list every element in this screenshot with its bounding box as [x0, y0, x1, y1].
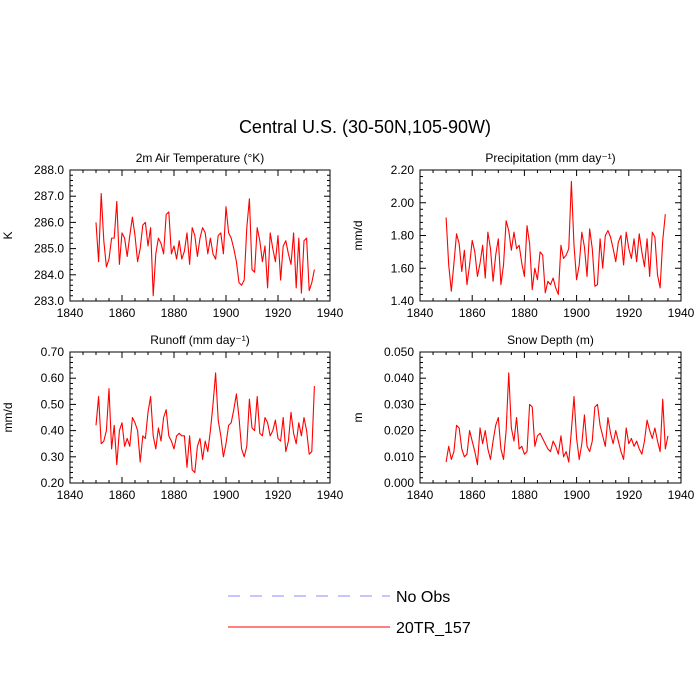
y-tick-label: 1.40	[391, 294, 415, 308]
legend-label-1: No Obs	[396, 589, 450, 606]
x-tick-label: 1920	[615, 488, 642, 502]
y-tick-label: 287.0	[34, 189, 64, 203]
x-tick-label: 1900	[213, 306, 240, 320]
x-tick-label: 1880	[511, 306, 538, 320]
panel-grid: 2m Air Temperature (°K) K 1840 1860 1880 1900…	[1, 151, 695, 502]
y-tick-label: 0.70	[41, 345, 65, 359]
y-tick-label: 0.60	[41, 371, 65, 385]
legend: No Obs 20TR_157	[228, 589, 471, 637]
x-tick-label: 1900	[563, 306, 590, 320]
y-tick-label: 286.0	[34, 215, 64, 229]
panel-title: Snow Depth (m)	[507, 333, 594, 347]
panel-title: Precipitation (mm day⁻¹)	[485, 151, 615, 165]
y-tick-label: 288.0	[34, 163, 64, 177]
legend-label-2: 20TR_157	[396, 620, 471, 637]
y-tick-label: 2.20	[391, 163, 415, 177]
series-line-1	[445, 180, 666, 296]
y-axis-label: K	[1, 231, 15, 239]
x-tick-label: 1880	[511, 488, 538, 502]
y-tick-label: 0.040	[384, 371, 414, 385]
panel-title: Runoff (mm day⁻¹)	[150, 333, 249, 347]
y-tick-label: 284.0	[34, 268, 64, 282]
y-tick-label: 1.60	[391, 261, 415, 275]
x-tick-label: 1920	[265, 488, 292, 502]
y-tick-label: 0.50	[41, 397, 65, 411]
plot-frame	[419, 351, 682, 484]
panel-title: 2m Air Temperature (°K)	[136, 151, 265, 165]
x-tick-label: 1940	[668, 488, 695, 502]
x-tick-label: 1860	[459, 488, 486, 502]
x-tick-label: 1860	[459, 306, 486, 320]
y-tick-label: 285.0	[34, 242, 64, 256]
plot-frame	[419, 169, 682, 302]
y-tick-label: 0.020	[384, 424, 414, 438]
chart-panel-1: 2m Air Temperature (°K) K 1840 1860 1880 1900…	[1, 151, 344, 320]
y-tick-label: 0.30	[41, 450, 65, 464]
y-tick-label: 0.030	[384, 397, 414, 411]
y-tick-label: 0.40	[41, 424, 65, 438]
y-tick-label: 1.80	[391, 229, 415, 243]
y-tick-label: 283.0	[34, 294, 64, 308]
x-tick-label: 1940	[668, 306, 695, 320]
x-tick-label: 1840	[407, 488, 434, 502]
x-tick-label: 1900	[213, 488, 240, 502]
chart-panel-2: Precipitation (mm day⁻¹) mm/d 1840 1860 1880…	[351, 151, 695, 320]
x-tick-label: 1860	[109, 488, 136, 502]
series-line-1	[95, 372, 315, 474]
x-tick-label: 1840	[57, 488, 84, 502]
y-tick-label: 0.010	[384, 450, 414, 464]
y-axis-label: m	[351, 413, 365, 423]
y-axis-label: mm/d	[1, 403, 15, 433]
figure-title: Central U.S. (30-50N,105-90W)	[239, 117, 491, 137]
x-tick-label: 1920	[265, 306, 292, 320]
x-tick-label: 1840	[407, 306, 434, 320]
y-axis-label: mm/d	[351, 221, 365, 251]
x-tick-label: 1940	[317, 488, 344, 502]
series-line-1	[445, 372, 669, 466]
series-line-1	[95, 193, 315, 297]
x-tick-label: 1860	[109, 306, 136, 320]
y-tick-label: 2.00	[391, 196, 415, 210]
y-tick-label: 0.000	[384, 476, 414, 490]
y-tick-label: 0.20	[41, 476, 65, 490]
x-tick-label: 1920	[615, 306, 642, 320]
chart-panel-3: Runoff (mm day⁻¹) mm/d 1840 1860 1880 1900 192…	[1, 333, 344, 502]
x-tick-label: 1880	[161, 306, 188, 320]
x-tick-label: 1840	[57, 306, 84, 320]
y-tick-label: 0.050	[384, 345, 414, 359]
x-tick-label: 1900	[563, 488, 590, 502]
plot-frame	[69, 169, 331, 302]
chart-panel-4: Snow Depth (m) m 1840 1860 1880 1900 1920 1940 0…	[351, 333, 695, 502]
x-tick-label: 1940	[317, 306, 344, 320]
x-tick-label: 1880	[161, 488, 188, 502]
